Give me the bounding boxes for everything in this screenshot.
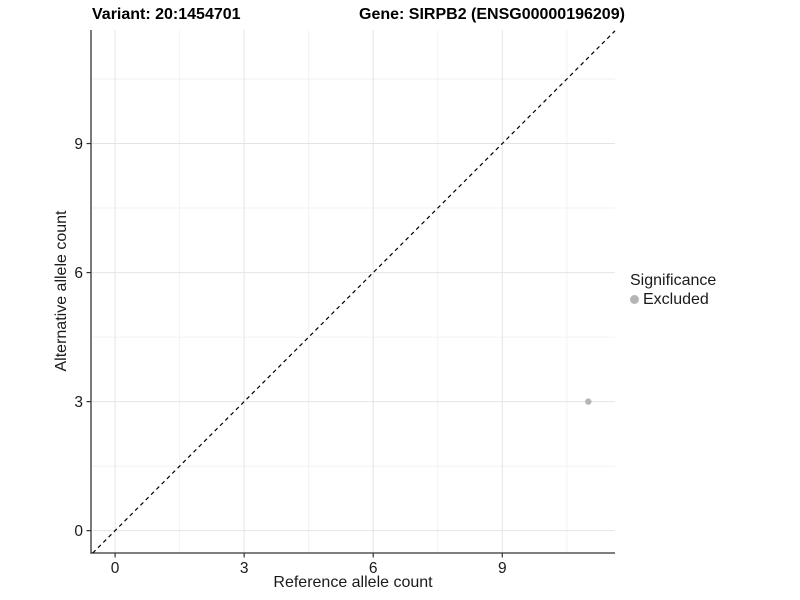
y-tick-label: 9	[74, 136, 83, 153]
variant-title: Variant: 20:1454701	[92, 6, 241, 23]
legend-point-icon	[630, 295, 639, 304]
identity-reference-line	[92, 30, 616, 554]
y-axis-title: Alternative allele count	[53, 210, 70, 372]
x-tick-label: 0	[111, 560, 120, 577]
legend: Significance Excluded	[630, 271, 716, 309]
x-tick-label: 9	[498, 560, 507, 577]
legend-item-label: Excluded	[643, 291, 709, 308]
data-point	[585, 398, 592, 405]
legend-title: Significance	[630, 272, 717, 289]
x-axis-title: Reference allele count	[273, 574, 433, 591]
legend-item-excluded: Excluded	[630, 290, 716, 309]
gene-title: Gene: SIRPB2 (ENSG00000196209)	[359, 6, 625, 23]
x-tick-label: 6	[369, 560, 378, 577]
y-tick-label: 6	[74, 265, 83, 282]
y-tick-label: 0	[74, 523, 83, 540]
y-tick-label: 3	[74, 394, 83, 411]
x-tick-label: 3	[240, 560, 249, 577]
